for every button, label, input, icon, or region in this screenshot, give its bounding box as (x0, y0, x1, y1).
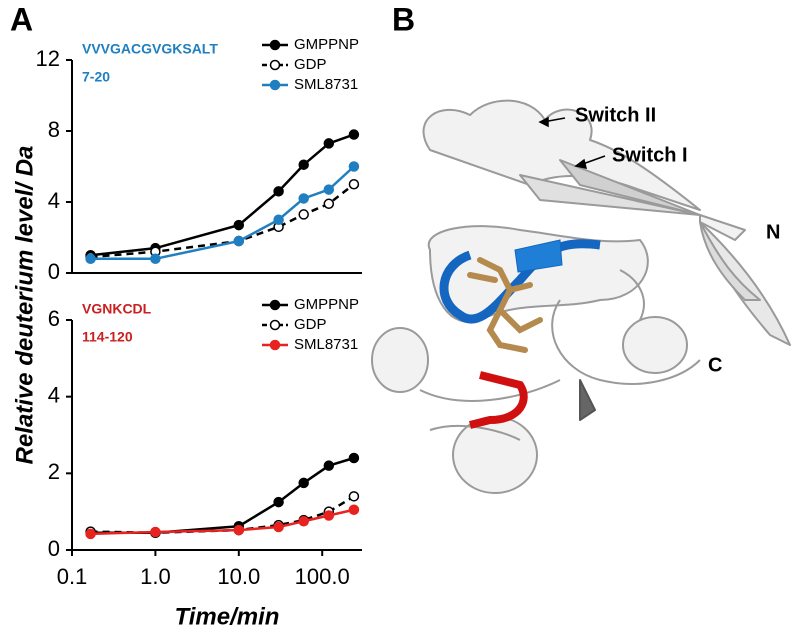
data-point (323, 510, 335, 521)
annotation: 7-20 (82, 69, 110, 85)
legend-marker (269, 319, 281, 331)
data-point (273, 214, 284, 225)
protein-structure (371, 99, 791, 494)
legend-label: GDP (294, 56, 327, 73)
data-point (323, 460, 335, 471)
structure-label: C (708, 354, 722, 376)
annotation: 114-120 (82, 329, 133, 345)
y-tick-label: 6 (48, 306, 60, 331)
data-point (348, 452, 360, 464)
y-tick-label: 4 (48, 382, 60, 407)
legend-label: GMPPNP (294, 296, 359, 313)
panel-label: A (10, 1, 33, 37)
data-point (298, 209, 309, 220)
data-point (298, 193, 309, 204)
highlight-helix (514, 239, 563, 273)
legend-marker (269, 339, 281, 351)
data-point (348, 161, 360, 172)
y-tick-label: 0 (48, 536, 60, 561)
data-point (298, 159, 309, 170)
data-point (298, 477, 309, 489)
legend-marker (269, 79, 281, 91)
legend-marker (269, 59, 281, 71)
series-line (90, 456, 355, 534)
data-point (85, 528, 96, 540)
ligand (467, 257, 543, 353)
data-point (348, 129, 360, 140)
x-tick-label: 100.0 (295, 564, 350, 589)
data-point (233, 524, 245, 536)
data-point (273, 186, 284, 197)
data-point (233, 235, 245, 247)
series-line (90, 165, 355, 261)
annotation: VVVGACGVGKSALT (82, 41, 218, 57)
data-point (273, 496, 284, 508)
data-point (323, 184, 335, 195)
x-tick-label: 0.1 (57, 564, 88, 589)
data-point (323, 198, 335, 210)
data-point (298, 516, 309, 527)
structure-label: Switch II (575, 104, 656, 126)
legend-label: GMPPNP (294, 36, 359, 53)
structure-label: N (766, 221, 780, 243)
legend-marker (269, 299, 281, 311)
panel-label: B (392, 1, 415, 37)
series-line (90, 508, 355, 536)
data-point (85, 253, 96, 265)
legend-label: SML8731 (294, 336, 358, 353)
y-tick-label: 8 (48, 117, 60, 142)
x-axis-title: Time/min (175, 603, 280, 630)
legend-marker (269, 39, 281, 51)
data-point (348, 491, 360, 502)
label-arrows (538, 116, 606, 169)
legend-label: GDP (294, 316, 327, 333)
data-point (273, 521, 284, 533)
highlight-red (469, 371, 528, 429)
data-point (233, 219, 245, 231)
x-tick-label: 10.0 (217, 564, 260, 589)
y-tick-label: 4 (48, 188, 60, 213)
annotation: VGNKCDL (82, 301, 152, 317)
x-tick-label: 1.0 (140, 564, 171, 589)
data-point (323, 138, 335, 149)
legend-label: SML8731 (294, 76, 358, 93)
y-tick-label: 0 (48, 259, 60, 284)
y-axis-title: Relative deuterium level/ Da (11, 146, 38, 465)
data-point (150, 526, 161, 538)
data-point (150, 253, 161, 265)
y-tick-label: 12 (36, 46, 60, 71)
y-tick-label: 2 (48, 459, 60, 484)
data-point (348, 179, 360, 190)
structure-label: Switch I (612, 144, 688, 166)
data-point (348, 504, 360, 515)
